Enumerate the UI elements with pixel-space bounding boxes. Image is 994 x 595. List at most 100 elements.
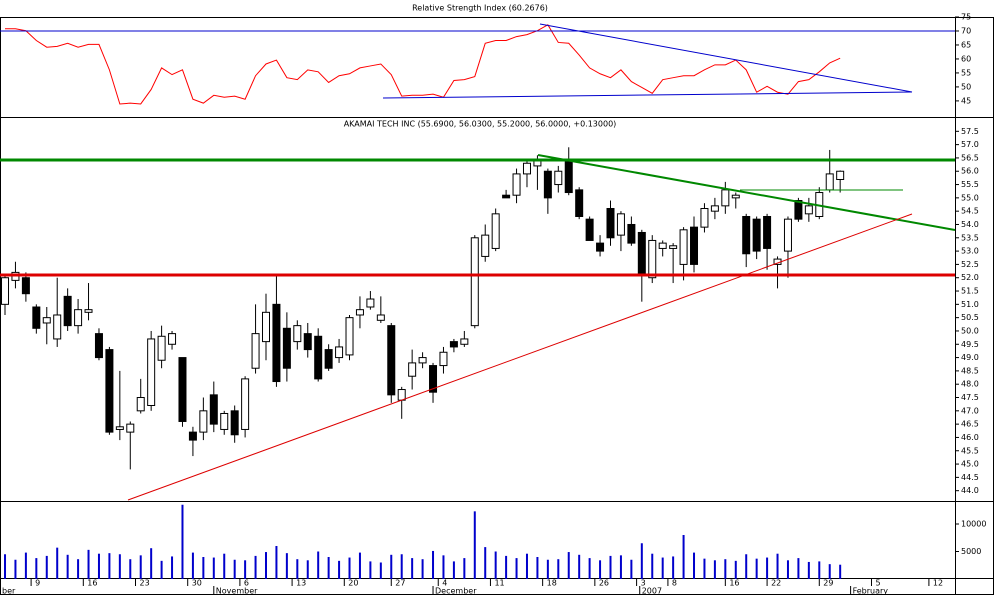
candle-body xyxy=(596,242,605,252)
y-tick-label: 53.0 xyxy=(961,247,979,256)
volume-bar xyxy=(463,558,466,579)
candle-body xyxy=(522,162,531,175)
volume-bar xyxy=(338,560,341,579)
candle-body xyxy=(825,173,834,191)
y-tick-label: 55.0 xyxy=(961,193,979,202)
candle-body xyxy=(502,194,511,199)
volume-bar xyxy=(442,555,445,579)
candle-body xyxy=(84,309,93,313)
volume-bar xyxy=(264,552,267,579)
volume-bar xyxy=(202,557,205,579)
volume-bar xyxy=(191,552,194,579)
month-label: November xyxy=(216,587,258,595)
candle-body xyxy=(387,325,396,396)
rsi-trendline xyxy=(382,91,913,99)
candle-body xyxy=(658,242,667,249)
candle-body xyxy=(147,338,156,406)
volume-bar xyxy=(452,561,455,579)
volume-bar xyxy=(432,550,435,579)
candle-body xyxy=(585,218,594,241)
candle-body xyxy=(710,205,719,212)
volume-bar xyxy=(77,559,80,579)
volume-bar xyxy=(713,560,716,579)
volume-bar xyxy=(609,555,612,579)
volume-bar xyxy=(212,557,215,579)
y-tick-label: 45.5 xyxy=(961,446,979,455)
volume-bar xyxy=(150,548,153,579)
y-tick-label: 48.0 xyxy=(961,380,979,389)
volume-bar xyxy=(108,553,111,579)
y-tick-label: 55.5 xyxy=(961,180,979,189)
volume-bar xyxy=(379,562,382,579)
volume-bar xyxy=(515,558,518,579)
candle-body xyxy=(136,397,145,412)
y-tick-label: 50 xyxy=(961,82,971,91)
candle-body xyxy=(460,338,469,345)
candle-body xyxy=(470,237,479,327)
candle-body xyxy=(42,317,51,324)
x-tick-label: 26 xyxy=(599,579,609,588)
y-tick-label: 54.0 xyxy=(961,220,979,229)
y-tick-label: 48.5 xyxy=(961,366,979,375)
volume-bar xyxy=(755,558,758,579)
y-tick-label: 56.0 xyxy=(961,167,979,176)
x-tick-label: 29 xyxy=(823,579,833,588)
volume-bar xyxy=(306,560,309,579)
volume-bar xyxy=(87,549,90,579)
candle-body xyxy=(220,412,229,430)
candle-body xyxy=(543,170,552,199)
candle-body xyxy=(241,378,250,430)
x-tick-label: 27 xyxy=(395,579,405,588)
candle-body xyxy=(178,357,187,422)
candle-body xyxy=(199,410,208,433)
volume-bar xyxy=(505,555,508,579)
volume-bar xyxy=(828,564,831,579)
volume-bar xyxy=(484,547,487,579)
candle-body xyxy=(74,309,83,327)
volume-bar xyxy=(317,551,320,579)
x-tick-label: 23 xyxy=(140,579,150,588)
candle-body xyxy=(209,394,218,425)
volume-bar xyxy=(578,554,581,579)
volume-bar xyxy=(181,504,184,579)
volume-bar xyxy=(66,554,69,579)
plot: 4550556065707544.044.545.045.546.046.547… xyxy=(0,13,986,595)
trendlines xyxy=(0,23,956,501)
y-tick-label: 55 xyxy=(961,68,971,77)
volume-bar xyxy=(400,554,403,579)
volume-bar xyxy=(348,557,351,579)
candle-body xyxy=(700,208,709,228)
candle-body xyxy=(564,160,573,194)
y-tick-label: 46.0 xyxy=(961,433,979,442)
candle-body xyxy=(752,218,761,252)
candle-body xyxy=(230,410,239,436)
candle-body xyxy=(272,303,281,383)
candle-body xyxy=(512,173,521,196)
volume-bar xyxy=(661,557,664,579)
candle-body xyxy=(32,306,41,329)
x-tick-label: 13 xyxy=(296,579,306,588)
volume-bar xyxy=(672,556,675,579)
candle-body xyxy=(637,231,646,276)
volume-bar xyxy=(327,557,330,579)
y-tick-label: 44.5 xyxy=(961,473,979,482)
candle-body xyxy=(794,200,803,220)
volume-bar xyxy=(599,560,602,579)
candle-body xyxy=(679,229,688,265)
y-tick-label: 46.5 xyxy=(961,420,979,429)
price-title: AKAMAI TECH INC (55.6900, 56.0300, 55.20… xyxy=(344,120,617,129)
candle-body xyxy=(554,170,563,186)
y-tick-label: 65 xyxy=(961,40,971,49)
candle-body xyxy=(1,277,10,305)
volume-bar xyxy=(839,564,842,579)
candle-body xyxy=(804,205,813,215)
volume-bar xyxy=(139,555,142,579)
candle-body xyxy=(251,333,260,369)
candle-body xyxy=(491,213,500,249)
y-tick-label: 50.0 xyxy=(961,326,979,335)
candle-body xyxy=(397,389,406,401)
volume-bar xyxy=(546,559,549,579)
y-tick-label: 49.5 xyxy=(961,340,979,349)
volume-bar xyxy=(703,558,706,579)
